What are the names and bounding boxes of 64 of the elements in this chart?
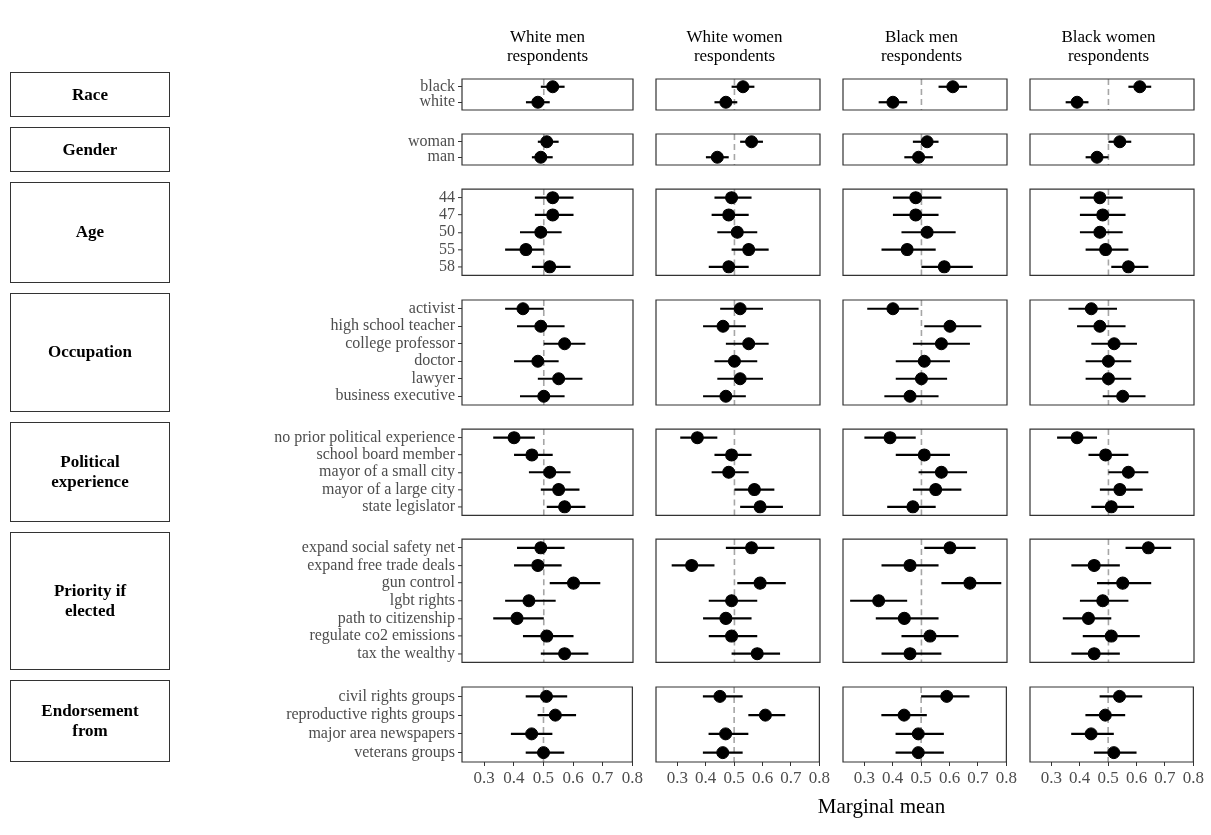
chart-title: Black men respondents [879, 26, 964, 66]
y-tick-label: veterans groups [354, 742, 455, 761]
y-tick-label: black [420, 76, 455, 94]
x-tick-label: 0.8 [995, 767, 1017, 787]
x-tick-label: 0.7 [967, 767, 990, 787]
x-tick-label: 0.7 [1154, 767, 1177, 787]
x-tick-label: 0.5 [1097, 767, 1119, 787]
x-tick-label: 0.3 [473, 767, 495, 787]
x-tick-label: 0.3 [853, 767, 875, 787]
x-tick-label: 0.6 [938, 767, 961, 787]
x-tick-label: 0.4 [1069, 767, 1091, 787]
x-tick-label: 0.5 [532, 767, 555, 787]
y-tick-label: gun control [381, 573, 456, 592]
y-axis-title: Occupation [46, 342, 134, 362]
x-tick-label: 0.3 [1040, 767, 1062, 787]
y-tick-label: lawyer [411, 368, 456, 387]
y-axis-title: Age [74, 222, 106, 243]
x-tick-label: 0.7 [780, 767, 803, 787]
y-tick-label: no prior political experience [274, 427, 455, 446]
x-tick-label: 0.5 [910, 767, 932, 787]
y-tick-label: high school teacher [330, 315, 456, 334]
y-tick-label: reproductive rights groups [286, 704, 455, 723]
y-tick-label: major area newspapers [308, 723, 455, 742]
x-tick-label: 0.6 [562, 767, 584, 787]
y-tick-label: expand social safety net [301, 538, 456, 557]
y-tick-label: 50 [439, 222, 455, 240]
x-tick-label: 0.7 [592, 767, 614, 787]
x-tick-label: 0.6 [1125, 767, 1148, 787]
y-tick-label: 44 [439, 187, 455, 205]
x-tick-label: 0.8 [1182, 767, 1204, 787]
y-tick-label: woman [407, 131, 455, 149]
x-tick-label: 0.6 [751, 767, 774, 787]
x-tick-label: 0.8 [808, 767, 830, 787]
y-tick-label: tax the wealthy [357, 643, 455, 662]
y-tick-label: college professor [345, 333, 456, 352]
y-tick-label: man [427, 147, 455, 165]
y-tick-label: 58 [439, 257, 455, 275]
y-axis-title: Priority if elected [52, 581, 128, 621]
y-tick-label: activist [408, 298, 456, 316]
y-tick-label: doctor [414, 350, 456, 368]
chart-title: White women respondents [685, 26, 784, 66]
y-axis-title: Endorsement from [40, 700, 140, 741]
y-tick-label: path to citizenship [337, 608, 455, 627]
y-tick-label: white [419, 92, 455, 110]
y-axis-title: Political experience [50, 452, 130, 492]
y-tick-label: civil rights groups [338, 686, 455, 705]
y-tick-label: mayor of a small city [319, 461, 455, 480]
x-tick-label: 0.4 [695, 767, 717, 787]
chart-title: Black women respondents [1060, 26, 1157, 66]
y-tick-label: regulate co2 emissions [309, 626, 455, 645]
y-axis-title: Gender [61, 139, 119, 160]
y-axis-title: Race [71, 84, 109, 105]
y-tick-label: lgbt rights [389, 590, 455, 609]
x-tick-label: 0.4 [503, 767, 525, 787]
x-axis-title: Marginal mean [816, 793, 947, 819]
y-tick-label: mayor of a large city [322, 479, 455, 498]
y-tick-label: 55 [439, 239, 455, 257]
y-tick-label: 47 [439, 205, 455, 223]
x-tick-label: 0.4 [882, 767, 904, 787]
x-tick-label: 0.8 [621, 767, 643, 787]
y-tick-label: expand free trade deals [307, 555, 455, 574]
x-tick-label: 0.3 [666, 767, 688, 787]
x-tick-label: 0.5 [723, 767, 745, 787]
chart-title: White men respondents [505, 26, 590, 66]
